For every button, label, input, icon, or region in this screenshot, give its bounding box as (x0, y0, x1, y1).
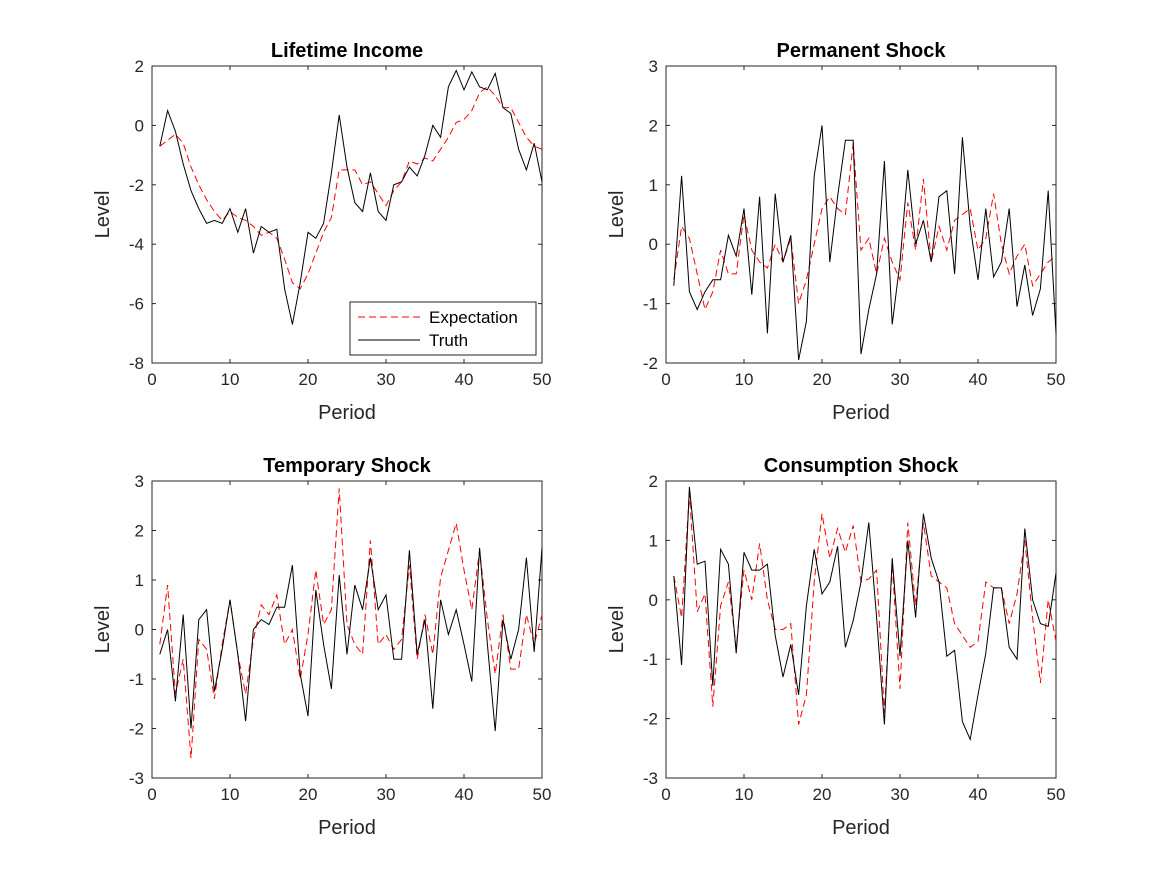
series-line-truth (673, 486, 1057, 742)
x-tick-label: 40 (455, 370, 474, 389)
series-line-truth (159, 547, 543, 732)
legend-box (349, 301, 537, 356)
y-tick-label: 2 (135, 522, 144, 541)
y-tick-label: -3 (129, 769, 144, 788)
y-tick-label: -3 (643, 769, 658, 788)
x-tick-label: 40 (455, 785, 474, 804)
x-tick-label: 0 (147, 785, 156, 804)
series-line-truth (159, 69, 543, 325)
y-axis-label: Level (92, 191, 114, 239)
series-line-expectation (673, 492, 1057, 725)
legend: Expectation Truth (349, 301, 537, 356)
series-line-expectation (159, 488, 543, 759)
x-tick-label: 30 (891, 370, 910, 389)
y-tick-label: 0 (135, 621, 144, 640)
x-tick-label: 0 (661, 785, 670, 804)
x-tick-label: 50 (533, 785, 552, 804)
legend-label-expectation: Expectation (429, 308, 518, 327)
axes-box (665, 65, 1057, 364)
y-tick-label: 2 (135, 57, 144, 76)
x-tick-label: 40 (969, 370, 988, 389)
y-tick-label: 2 (649, 116, 658, 135)
axes-box (151, 480, 543, 779)
series-line-expectation (673, 143, 1057, 312)
chart-title: Consumption Shock (764, 455, 959, 477)
x-tick-label: 10 (221, 370, 240, 389)
y-tick-label: 0 (135, 116, 144, 135)
y-axis-label: Level (92, 606, 114, 654)
x-tick-label: 20 (299, 370, 318, 389)
axes-box (665, 480, 1057, 779)
y-tick-label: 0 (649, 235, 658, 254)
x-tick-label: 0 (147, 370, 156, 389)
x-axis-label: Period (832, 817, 890, 839)
subplot-1: 0 10 20 30 40 50 -8 -6 -4 -2 0 2 Lifetime Income Peri… (92, 40, 551, 424)
chart-title: Permanent Shock (777, 40, 947, 62)
chart-title: Lifetime Income (271, 40, 423, 62)
y-tick-label: 2 (649, 472, 658, 491)
y-tick-label: 0 (649, 591, 658, 610)
y-tick-label: -2 (129, 720, 144, 739)
legend-label-truth: Truth (429, 331, 468, 350)
series-line-truth (673, 125, 1057, 361)
x-tick-label: 40 (969, 785, 988, 804)
y-tick-label: -2 (129, 176, 144, 195)
y-tick-label: -8 (129, 354, 144, 373)
y-axis-label: Level (606, 606, 628, 654)
y-tick-label: -1 (643, 650, 658, 669)
x-tick-label: 10 (735, 370, 754, 389)
y-tick-label: -2 (643, 354, 658, 373)
subplot-2: 0 10 20 30 40 50 -2 -1 0 1 2 3 Permanent Shock Period… (606, 40, 1065, 424)
x-tick-label: 20 (299, 785, 318, 804)
series-line-expectation (159, 86, 543, 290)
y-tick-label: 1 (135, 571, 144, 590)
x-tick-label: 50 (1047, 370, 1066, 389)
y-tick-label: -4 (129, 235, 144, 254)
x-tick-label: 10 (221, 785, 240, 804)
y-tick-label: -1 (643, 295, 658, 314)
y-tick-label: -6 (129, 295, 144, 314)
y-tick-label: 3 (135, 472, 144, 491)
x-axis-label: Period (832, 402, 890, 424)
subplot-3: 0 10 20 30 40 50 -3 -2 -1 0 1 2 3 Temporary Shock Peri… (92, 455, 551, 839)
x-axis-label: Period (318, 402, 376, 424)
x-tick-label: 20 (813, 370, 832, 389)
y-tick-label: 1 (649, 531, 658, 550)
x-tick-label: 50 (533, 370, 552, 389)
chart-title: Temporary Shock (263, 455, 431, 477)
x-tick-label: 0 (661, 370, 670, 389)
x-tick-label: 10 (735, 785, 754, 804)
subplot-4: 0 10 20 30 40 50 -3 -2 -1 0 1 2 Consumption Shock Per… (606, 455, 1065, 839)
x-axis-label: Period (318, 817, 376, 839)
y-tick-label: -2 (643, 710, 658, 729)
x-tick-label: 20 (813, 785, 832, 804)
x-tick-label: 30 (377, 785, 396, 804)
x-tick-label: 30 (377, 370, 396, 389)
y-tick-label: 3 (649, 57, 658, 76)
x-tick-label: 30 (891, 785, 910, 804)
y-tick-label: -1 (129, 670, 144, 689)
x-tick-label: 50 (1047, 785, 1066, 804)
y-axis-label: Level (606, 191, 628, 239)
y-tick-label: 1 (649, 176, 658, 195)
